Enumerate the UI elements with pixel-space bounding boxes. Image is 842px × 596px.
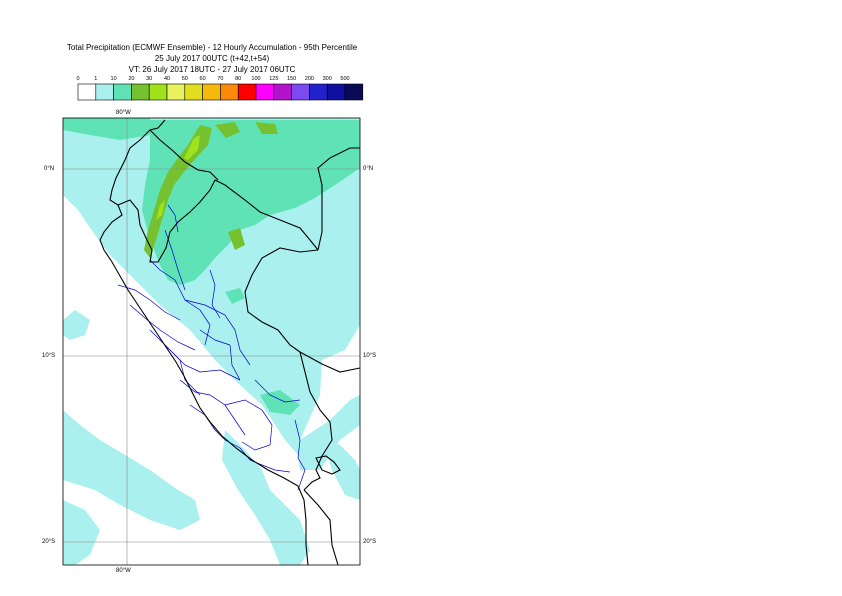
legend-tick-label: 300 <box>323 76 332 82</box>
legend-tick-label: 1 <box>94 76 97 82</box>
legend-swatch <box>344 83 364 101</box>
legend-tick-label: 200 <box>305 76 314 82</box>
lat-label-0-left: 0°N <box>44 166 55 172</box>
legend-tick-label: 50 <box>182 76 188 82</box>
lat-label-0-right: 0°N <box>363 166 374 172</box>
map-title-line2: 25 July 2017 00UTC (t+42,t+54) <box>154 54 270 63</box>
lat-label-10-right: 10°S <box>363 353 377 359</box>
map-title-line3: VT: 26 July 2017 18UTC - 27 July 2017 06… <box>128 65 296 74</box>
legend-tick-label: 100 <box>251 76 260 82</box>
legend-tick-label: 150 <box>287 76 296 82</box>
color-legend: 0 1 10 20 30 40 50 60 70 80 100 125 150 200 300 500 <box>76 76 364 101</box>
precip-area-medium <box>63 118 360 415</box>
lon-label-top: 80°W <box>116 110 131 116</box>
precip-area-peak <box>156 135 200 220</box>
legend-tick-label: 80 <box>235 76 241 82</box>
lat-label-20-left: 20°S <box>42 539 56 545</box>
coastline-and-borders <box>99 119 360 565</box>
legend-tick-label: 70 <box>217 76 223 82</box>
legend-tick-label: 40 <box>164 76 170 82</box>
map-title-line1: Total Precipitation (ECMWF Ensemble) - 1… <box>66 43 358 52</box>
legend-tick-label: 20 <box>128 76 134 82</box>
legend-tick-label: 10 <box>111 76 117 82</box>
lat-label-10-left: 10°S <box>42 353 56 359</box>
graticule <box>63 118 360 565</box>
legend-tick-label: 60 <box>200 76 206 82</box>
legend-tick-label: 30 <box>146 76 152 82</box>
legend-tick-label: 125 <box>269 76 278 82</box>
legend-tick-label: 0 <box>76 76 79 82</box>
legend-tick-label: 500 <box>340 76 349 82</box>
lat-label-20-right: 20°S <box>363 539 377 545</box>
precip-area-heavy <box>144 122 278 258</box>
lon-label-bottom: 80°W <box>116 568 131 574</box>
